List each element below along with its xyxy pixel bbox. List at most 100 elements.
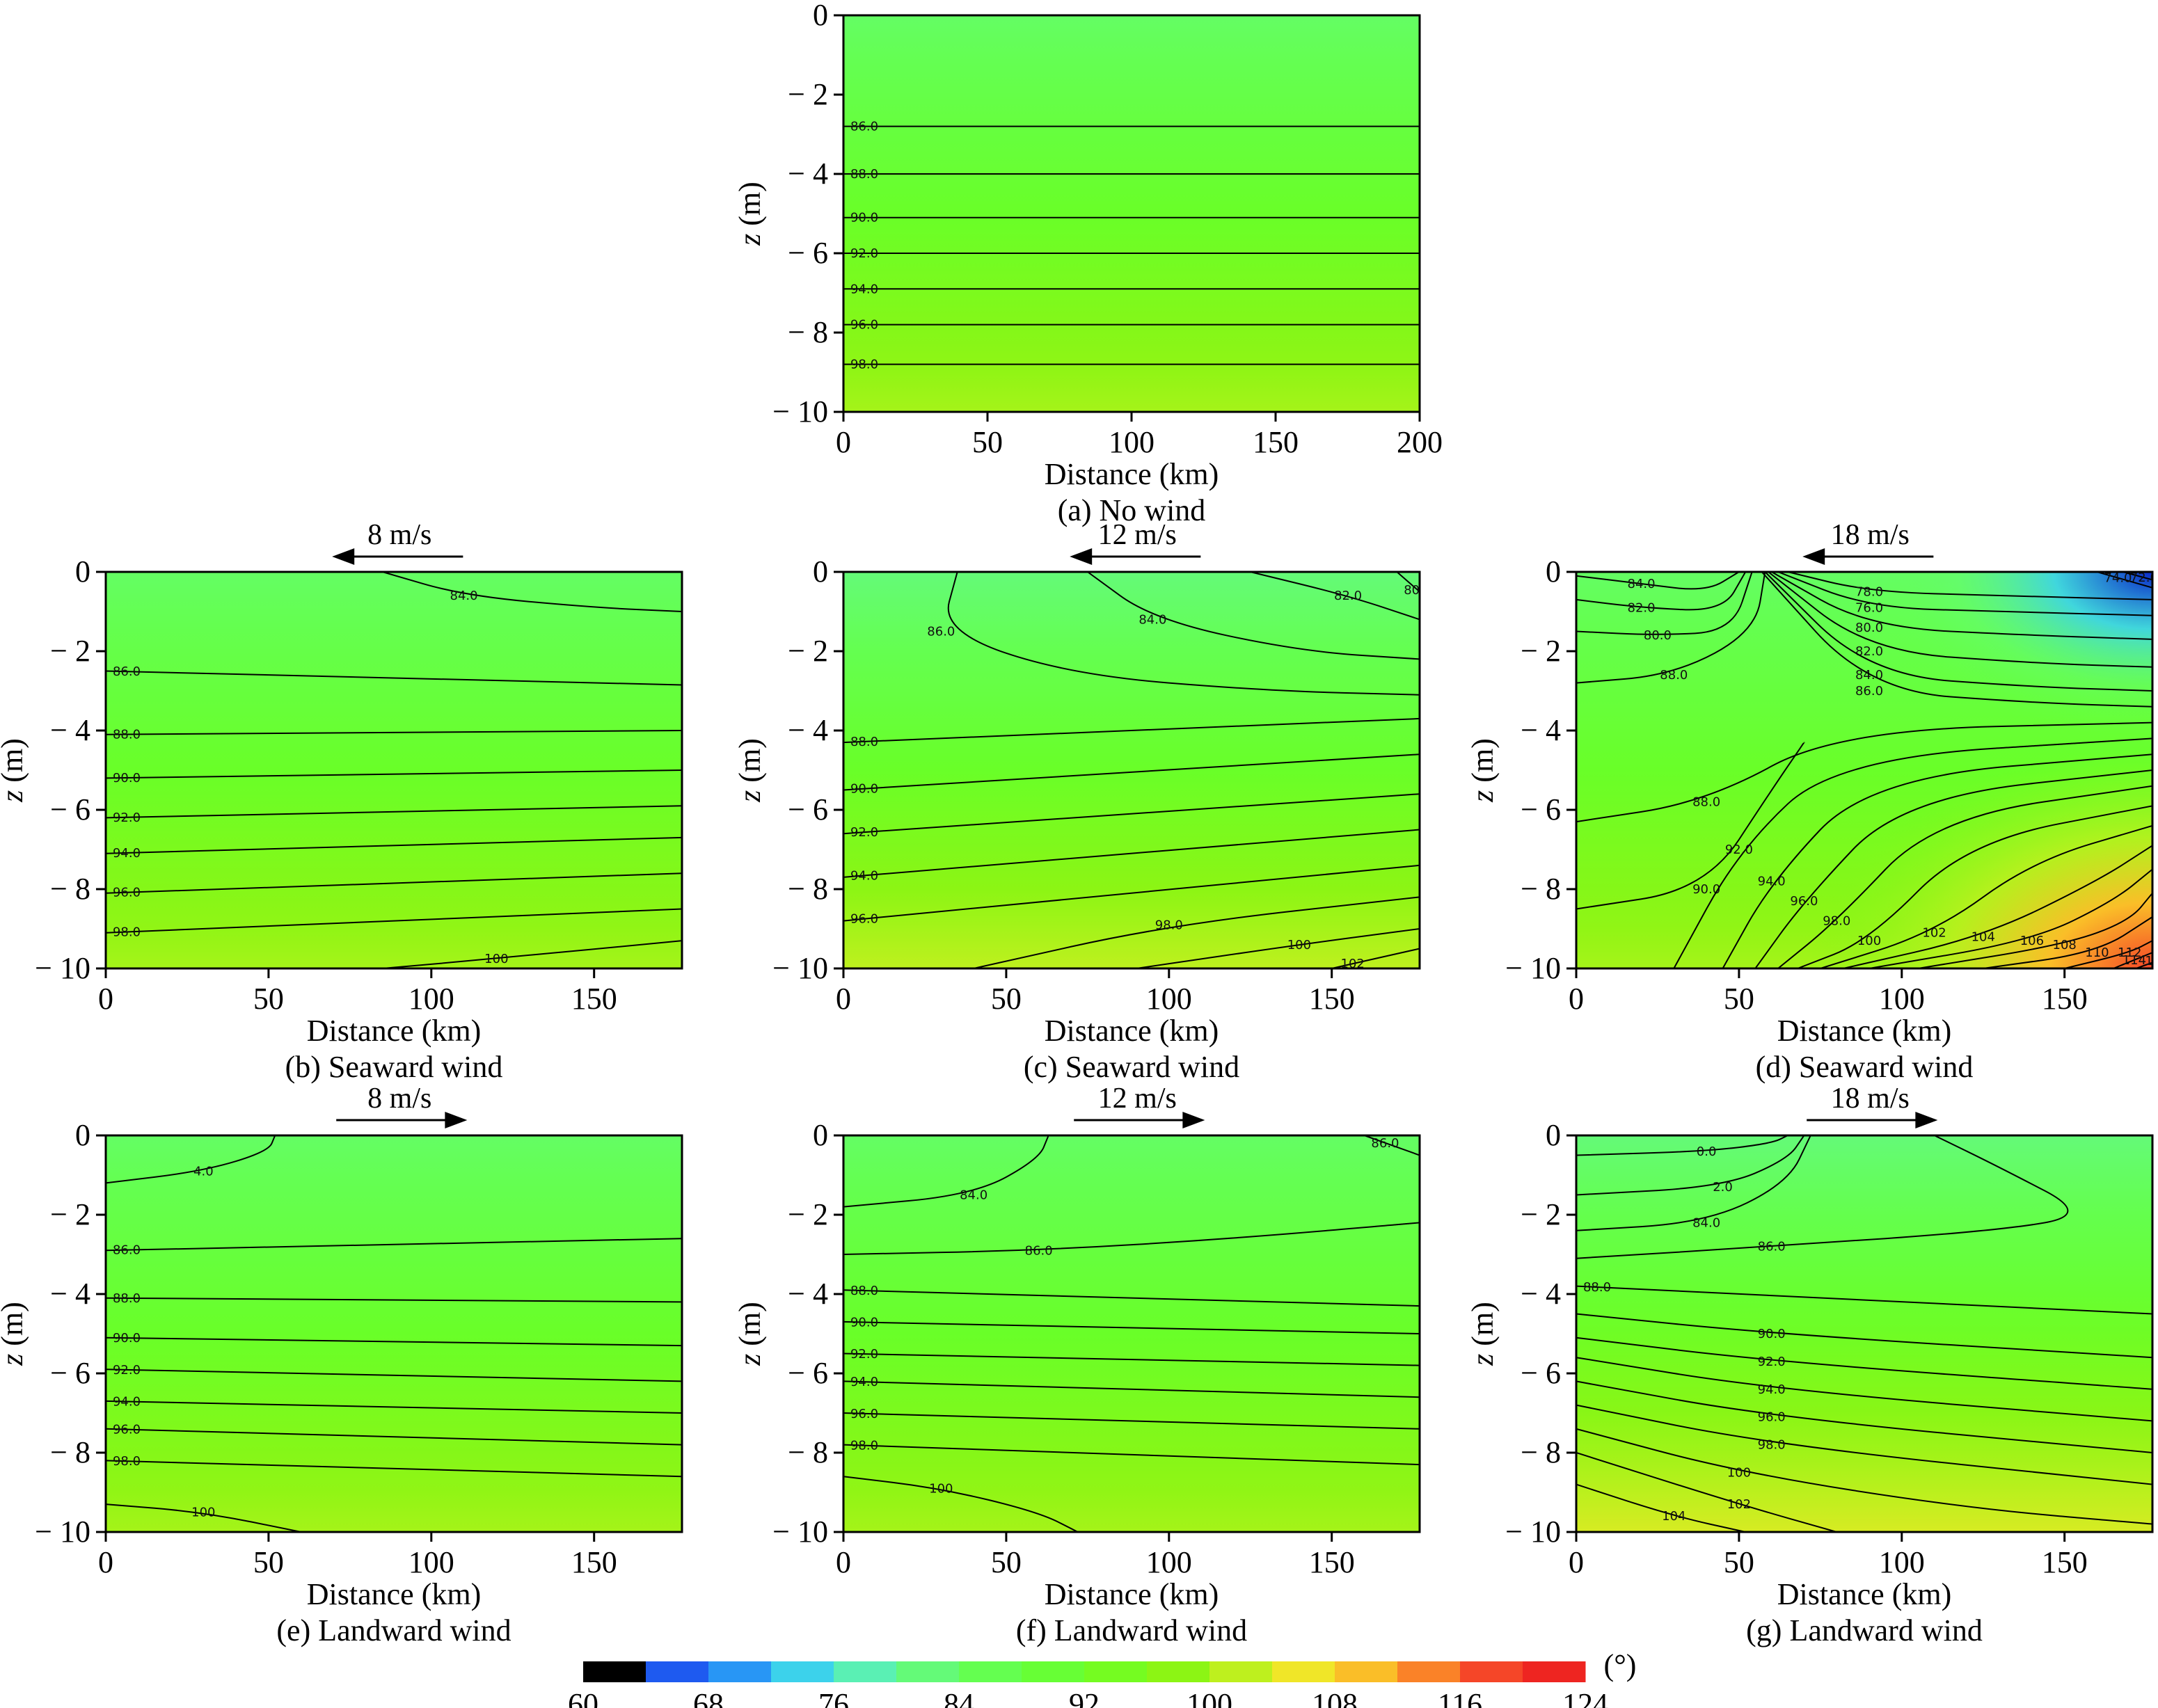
contour-label-d-10: 84.0 <box>1855 668 1883 683</box>
ytick-label-g-2: − 4 <box>1521 1277 1561 1311</box>
wind-arrow-d <box>1802 548 1934 565</box>
contour-label-d-8: 80.0 <box>1855 621 1883 635</box>
contour-label-f-9: 100 <box>929 1481 953 1496</box>
contour-label-e-8: 100 <box>191 1506 215 1520</box>
colorbar-segment-1 <box>646 1661 709 1682</box>
contour-label-d-13: 90.0 <box>1692 882 1720 897</box>
xtick-label-a-0: 0 <box>836 425 851 459</box>
wind-label-f: 12 m/s <box>1098 1083 1177 1115</box>
contour-line-d-18 <box>1797 805 2152 968</box>
contour-label-d-1: 82.0 <box>1628 600 1656 615</box>
ytick-label-g-4: − 8 <box>1521 1435 1561 1469</box>
contour-label-d-20: 104 <box>1971 929 1995 944</box>
colorbar-segment-4 <box>834 1661 897 1682</box>
ytick-label-e-0: 0 <box>75 1118 90 1152</box>
xtick-label-g-3: 150 <box>2042 1545 2088 1579</box>
ytick-label-f-1: − 2 <box>788 1197 828 1231</box>
xtick-label-a-1: 50 <box>972 425 1003 459</box>
colorbar-segment-9 <box>1147 1661 1210 1682</box>
contour-label-g-8: 96.0 <box>1758 1410 1786 1425</box>
ytick-label-a-4: − 8 <box>788 315 828 349</box>
ytick-label-f-2: − 4 <box>788 1277 828 1311</box>
contour-line-d-19 <box>1820 824 2152 968</box>
contour-label-c-9: 98.0 <box>1155 918 1183 932</box>
panel-b-field <box>106 572 682 968</box>
caption-g: (g) Landward wind <box>1746 1613 1983 1647</box>
contour-line-c-7 <box>843 829 1420 878</box>
wind-arrow-g <box>1807 1112 1938 1128</box>
contour-line-e-4 <box>106 1368 682 1382</box>
contour-line-e-2 <box>106 1297 682 1303</box>
yaxis-label-a: z (m) <box>733 182 767 246</box>
ytick-label-e-2: − 4 <box>50 1277 90 1311</box>
colorbar-tick-4: 92 <box>1069 1687 1100 1708</box>
contour-label-g-5: 90.0 <box>1758 1327 1786 1341</box>
xtick-label-e-2: 100 <box>408 1545 454 1579</box>
xtick-label-b-1: 50 <box>253 982 284 1016</box>
contour-label-d-7: 72.0 <box>2130 570 2158 585</box>
contour-label-d-18: 100 <box>1857 934 1881 948</box>
contour-line-f-0 <box>843 1135 1049 1208</box>
contour-label-d-26: 116 <box>2145 954 2158 968</box>
contour-line-f-9 <box>843 1476 1079 1532</box>
contour-label-f-1: 86.0 <box>1025 1243 1053 1258</box>
xtick-label-a-4: 200 <box>1397 425 1443 459</box>
panel-f-contours: 84.0 86.0 86.0 88.0 90.0 92.0 94.0 96.0 98.0 100 <box>843 1135 1420 1532</box>
contour-line-d-21 <box>1869 868 2152 968</box>
ytick-label-d-4: − 8 <box>1521 872 1561 906</box>
colorbar-segment-14 <box>1460 1661 1523 1682</box>
contour-line-f-1 <box>843 1222 1420 1255</box>
contour-line-f-4 <box>843 1320 1420 1334</box>
contour-label-g-6: 92.0 <box>1758 1355 1786 1369</box>
wind-label-e: 8 m/s <box>367 1083 431 1115</box>
contour-line-g-11 <box>1576 1452 1837 1532</box>
panel-a: 86.0 88.0 90.0 92.0 94.0 96.0 98.0 0 − 2 − 4 − 6 − … <box>733 0 1443 527</box>
contour-line-e-6 <box>106 1428 682 1446</box>
ytick-label-a-3: − 6 <box>788 236 828 270</box>
contour-label-e-4: 92.0 <box>113 1363 141 1378</box>
ytick-label-g-0: 0 <box>1546 1118 1561 1152</box>
contour-line-d-3 <box>1576 572 1766 684</box>
wind-arrow-c <box>1070 548 1201 565</box>
panel-f: 84.0 86.0 86.0 88.0 90.0 92.0 94.0 96.0 98.0 100 0… <box>733 1083 1421 1647</box>
colorbar-tick-1: 68 <box>693 1687 724 1708</box>
contour-label-f-4: 90.0 <box>850 1316 878 1330</box>
caption-e: (e) Landward wind <box>276 1613 511 1647</box>
caption-b: (b) Seaward wind <box>285 1050 503 1084</box>
wind-label-g: 18 m/s <box>1831 1083 1910 1115</box>
panel-b-frame <box>104 570 683 970</box>
contour-line-c-4 <box>843 717 1420 744</box>
contour-label-e-2: 88.0 <box>113 1291 141 1306</box>
contour-line-f-7 <box>843 1412 1420 1430</box>
ytick-label-d-5: − 10 <box>1505 951 1561 985</box>
xaxis-label-g: Distance (km) <box>1777 1577 1951 1611</box>
ytick-label-f-0: 0 <box>813 1118 828 1152</box>
caption-c: (c) Seaward wind <box>1024 1050 1239 1084</box>
contour-label-c-5: 90.0 <box>850 782 878 797</box>
contour-line-c-1 <box>1250 572 1420 621</box>
contour-line-b-3 <box>106 769 682 779</box>
contour-label-f-5: 92.0 <box>850 1347 878 1362</box>
xtick-label-d-1: 50 <box>1724 982 1754 1016</box>
contour-line-d-11 <box>1761 572 2152 708</box>
contour-line-d-0 <box>1576 572 1740 590</box>
contour-line-b-1 <box>106 670 682 686</box>
ytick-label-c-4: − 8 <box>788 872 828 906</box>
panels: 86.0 88.0 90.0 92.0 94.0 96.0 98.0 0 − 2 − 4 − 6 − … <box>0 0 2158 1647</box>
xtick-label-e-3: 150 <box>571 1545 617 1579</box>
colorbar-tick-3: 84 <box>944 1687 974 1708</box>
xtick-label-f-1: 50 <box>991 1545 1022 1579</box>
contour-label-c-6: 92.0 <box>850 825 878 840</box>
contour-line-c-10 <box>1136 928 1420 968</box>
ytick-label-b-1: − 2 <box>50 634 90 668</box>
xtick-label-b-2: 100 <box>408 982 454 1016</box>
contour-line-f-8 <box>843 1444 1420 1466</box>
colorbar-tick-7: 116 <box>1438 1687 1482 1708</box>
ytick-label-e-3: − 6 <box>50 1356 90 1390</box>
contour-label-b-0: 84.0 <box>450 589 478 603</box>
contour-line-d-4 <box>1787 572 2152 600</box>
panel-a-contours: 86.0 88.0 90.0 92.0 94.0 96.0 98.0 <box>843 120 1420 372</box>
panel-g: 0.0 2.0 84.0 86.0 88.0 90.0 92.0 94.0 96.0 98.0 10… <box>1466 1083 2154 1647</box>
panel-c: 80.0 82.0 84.0 86.0 88.0 90.0 92.0 94.0 96.0 98.0… <box>733 519 1421 1084</box>
